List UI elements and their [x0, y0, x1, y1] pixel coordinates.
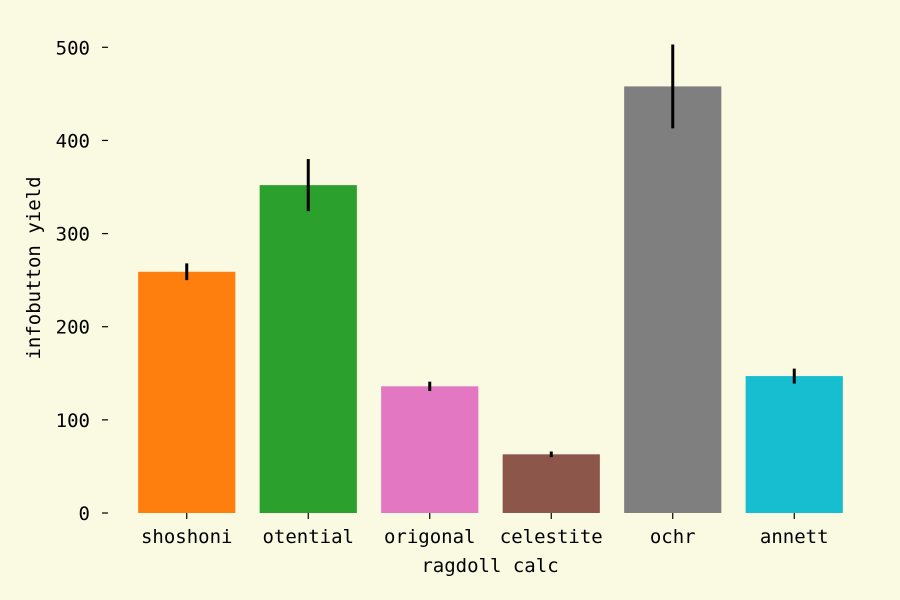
- bar-otential: [259, 185, 357, 513]
- bar-shoshoni: [138, 271, 236, 513]
- y-tick-label: 100: [56, 410, 90, 432]
- x-tick-label: ochr: [650, 526, 696, 548]
- x-tick-label: annett: [760, 526, 829, 548]
- x-tick-label: otential: [262, 526, 354, 548]
- x-tick-label: shoshoni: [141, 526, 233, 548]
- bar-ochr: [624, 86, 722, 514]
- y-tick-label: 400: [56, 130, 90, 152]
- x-axis: shoshoni otential origonal celestite ochr ann…: [141, 513, 829, 548]
- y-axis-label: infobutton yield: [23, 176, 45, 359]
- x-tick-label: celestite: [500, 526, 603, 548]
- y-tick-label: 0: [79, 503, 90, 525]
- y-tick-label: 300: [56, 224, 90, 246]
- x-axis-label: ragdoll calc: [421, 555, 558, 577]
- y-tick-label: 200: [56, 317, 90, 339]
- bar-annett: [745, 376, 843, 513]
- bars-group: [138, 86, 843, 514]
- bar-origonal: [381, 386, 479, 513]
- y-tick-label: 500: [56, 37, 90, 59]
- y-axis: 0 100 200 300 400 500: [56, 37, 108, 525]
- bar-celestite: [502, 454, 600, 513]
- x-tick-label: origonal: [384, 526, 476, 548]
- error-bars-group: [185, 44, 796, 458]
